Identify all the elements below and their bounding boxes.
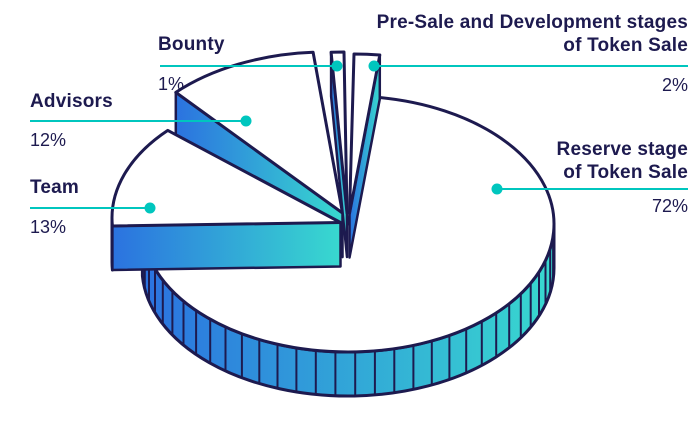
callout-dot-advisors <box>240 115 252 127</box>
pct-bounty: 1% <box>158 74 185 94</box>
pie-slice-presale <box>348 52 382 259</box>
pie-slice-team <box>110 128 342 272</box>
label-team: Team <box>30 177 80 198</box>
label-bounty: Bounty <box>158 34 225 55</box>
pie-slice-bounty <box>329 50 349 259</box>
callout-dot-presale <box>368 60 380 72</box>
label-presale-line2: of Token Sale <box>563 35 688 56</box>
slice-top <box>348 52 382 215</box>
pct-presale: 2% <box>661 75 688 95</box>
label-presale-line1: Pre-Sale and Development stages <box>376 12 688 33</box>
pct-reserve: 72% <box>651 196 688 216</box>
label-reserve-line1: Reserve stage <box>556 139 688 160</box>
slice-top <box>329 50 349 215</box>
slice-top <box>110 128 342 228</box>
label-advisors: Advisors <box>30 91 113 112</box>
slice-cut-face <box>111 221 342 272</box>
callout-dot-reserve <box>491 183 503 195</box>
slice-top <box>174 50 344 215</box>
callout-dot-bounty <box>331 60 343 72</box>
label-reserve: Reserve stage of Token Sale <box>557 138 688 184</box>
pct-advisors: 12% <box>30 130 67 150</box>
label-presale: Pre-Sale and Development stages of Token… <box>377 11 688 57</box>
pct-team: 13% <box>30 217 67 237</box>
label-reserve-line2: of Token Sale <box>563 162 688 183</box>
callout-dot-team <box>144 202 156 214</box>
